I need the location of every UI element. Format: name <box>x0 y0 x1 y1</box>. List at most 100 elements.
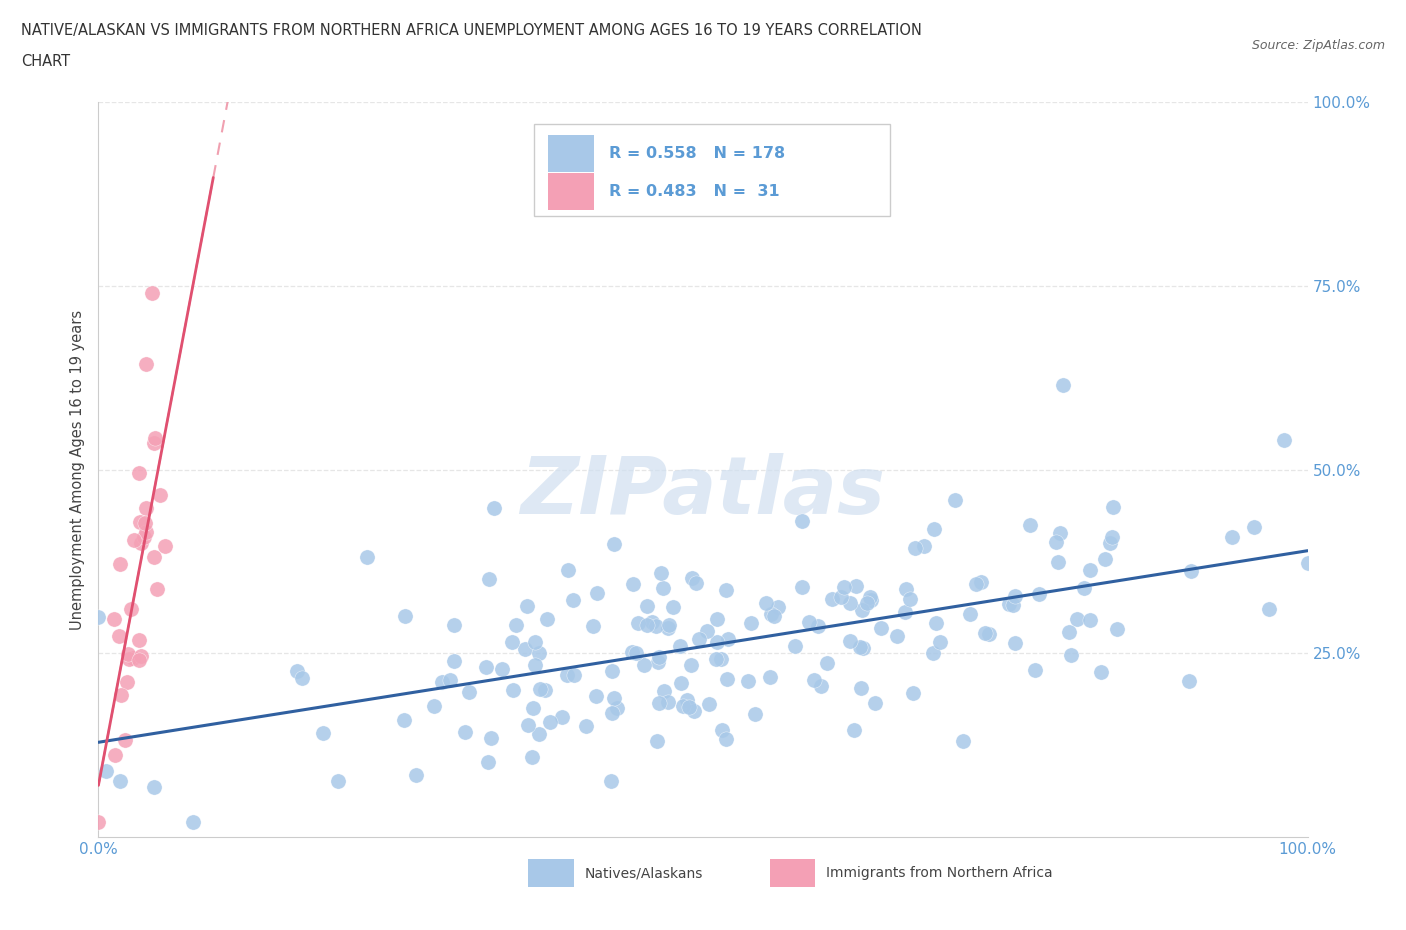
Point <box>1004 589 1026 604</box>
Point <box>676 693 699 708</box>
Point <box>648 696 671 711</box>
Point <box>479 730 502 745</box>
Point <box>454 724 477 739</box>
Point <box>529 681 551 696</box>
Point <box>1047 555 1070 570</box>
Point <box>621 576 644 591</box>
Point <box>538 715 561 730</box>
Point <box>651 580 673 595</box>
Point <box>143 435 166 450</box>
Point <box>1052 378 1074 392</box>
Point <box>852 641 875 656</box>
Point <box>717 631 740 646</box>
Point <box>647 655 669 670</box>
Point <box>697 697 720 711</box>
Point <box>527 645 550 660</box>
Point <box>755 596 778 611</box>
Point <box>761 606 783 621</box>
Point <box>129 648 152 663</box>
Point <box>965 577 987 591</box>
Point <box>118 652 141 667</box>
Point <box>146 581 169 596</box>
Point <box>851 603 873 618</box>
Point <box>529 726 551 741</box>
Point <box>672 698 695 713</box>
Point <box>108 556 131 571</box>
Point <box>557 563 579 578</box>
Point <box>443 654 465 669</box>
Point <box>832 579 855 594</box>
Point <box>1019 517 1042 532</box>
Point <box>633 658 655 672</box>
Point <box>87 610 110 625</box>
Point <box>952 734 974 749</box>
Point <box>1180 564 1202 578</box>
Point <box>716 732 738 747</box>
Point <box>681 570 703 585</box>
Point <box>135 356 157 371</box>
Point <box>134 529 156 544</box>
Point <box>108 774 131 789</box>
Point <box>716 671 738 686</box>
Point <box>120 601 142 616</box>
Text: NATIVE/ALASKAN VS IMMIGRANTS FROM NORTHERN AFRICA UNEMPLOYMENT AMONG AGES 16 TO : NATIVE/ALASKAN VS IMMIGRANTS FROM NORTHE… <box>21 23 922 38</box>
Point <box>641 615 664 630</box>
Point <box>821 591 844 606</box>
Point <box>740 616 762 631</box>
Point <box>671 676 693 691</box>
Point <box>766 599 789 614</box>
Point <box>922 521 945 536</box>
Point <box>839 596 862 611</box>
Point <box>636 598 658 613</box>
Bar <box>769 859 815 887</box>
Point <box>394 608 416 623</box>
Text: ZIPatlas: ZIPatlas <box>520 453 886 531</box>
Text: Source: ZipAtlas.com: Source: ZipAtlas.com <box>1251 39 1385 52</box>
Y-axis label: Unemployment Among Ages 16 to 19 years: Unemployment Among Ages 16 to 19 years <box>69 310 84 630</box>
Point <box>311 726 333 741</box>
Text: Immigrants from Northern Africa: Immigrants from Northern Africa <box>827 866 1053 880</box>
Point <box>356 549 378 564</box>
Point <box>704 652 727 667</box>
Point <box>810 679 832 694</box>
Point <box>912 538 935 553</box>
Point <box>117 674 139 689</box>
Point <box>430 675 453 690</box>
Point <box>405 767 427 782</box>
Point <box>582 618 605 633</box>
Point <box>685 576 707 591</box>
Point <box>668 638 690 653</box>
Point <box>128 465 150 480</box>
Point <box>644 618 666 633</box>
Point <box>973 625 995 640</box>
Point <box>1028 586 1050 601</box>
Point <box>142 550 165 565</box>
Point <box>845 578 868 593</box>
Point <box>657 621 679 636</box>
Point <box>1220 529 1243 544</box>
Point <box>859 590 882 604</box>
Point <box>1073 580 1095 595</box>
Point <box>443 618 465 632</box>
Point <box>585 689 607 704</box>
Point <box>134 515 156 530</box>
Point <box>1090 665 1112 680</box>
Point <box>475 659 498 674</box>
Point <box>1296 556 1319 571</box>
Point <box>856 595 879 610</box>
Point <box>696 624 718 639</box>
Point <box>458 684 481 699</box>
Point <box>658 618 681 632</box>
Point <box>1101 530 1123 545</box>
Point <box>886 629 908 644</box>
Point <box>117 646 139 661</box>
Point <box>603 537 626 551</box>
Point <box>998 596 1021 611</box>
Point <box>896 581 918 596</box>
Point <box>901 685 924 700</box>
Point <box>131 536 153 551</box>
FancyBboxPatch shape <box>534 125 890 216</box>
Point <box>328 774 350 789</box>
Point <box>575 718 598 733</box>
Point <box>439 673 461 688</box>
